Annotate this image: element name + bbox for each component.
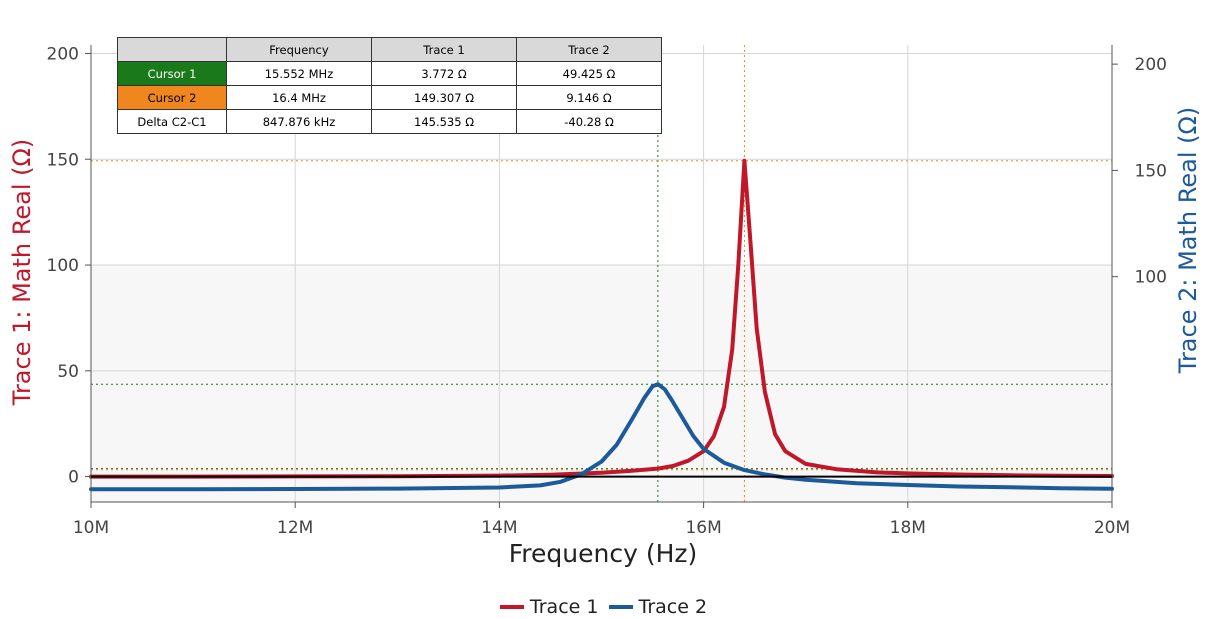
legend-swatch-trace1 xyxy=(499,605,524,609)
cursor-1-trace2: 49.425 Ω xyxy=(516,61,662,86)
cursor-table-row: Cursor 2 16.4 MHz 149.307 Ω 9.146 Ω xyxy=(117,85,662,110)
cursor-table-header-frequency: Frequency xyxy=(226,37,372,62)
tick-labels: 10M 12M 14M 16M 18M 20M 0 50 100 150 200 100 150 200 xyxy=(47,44,1167,538)
y-left-tick-label: 150 xyxy=(47,150,79,170)
legend-item-trace2[interactable]: Trace 2 xyxy=(608,596,708,618)
cursor-2-trace2: 9.146 Ω xyxy=(516,85,662,110)
cursor-1-trace1: 3.772 Ω xyxy=(371,61,517,86)
legend-swatch-trace2 xyxy=(608,605,633,609)
x-tick-label: 18M xyxy=(890,518,926,538)
cursor-table-header-trace1: Trace 1 xyxy=(371,37,517,62)
delta-trace2: -40.28 Ω xyxy=(516,109,662,134)
delta-frequency: 847.876 kHz xyxy=(226,109,372,134)
legend-label-trace1: Trace 1 xyxy=(529,596,599,618)
axes xyxy=(90,45,1113,503)
legend-item-trace1[interactable]: Trace 1 xyxy=(499,596,599,618)
x-tick-label: 10M xyxy=(73,518,109,538)
plot-lower-shade xyxy=(91,265,1112,502)
legend: Trace 1 Trace 2 xyxy=(0,592,1207,618)
cursor-1-label[interactable]: Cursor 1 xyxy=(117,61,227,86)
series-lines xyxy=(89,158,1114,492)
y-right-tick-label: 200 xyxy=(1135,55,1167,75)
x-tick-label: 16M xyxy=(685,518,721,538)
cursor-table-header-blank xyxy=(117,37,227,62)
delta-trace1: 145.535 Ω xyxy=(371,109,517,134)
cursor-table-header-trace2: Trace 2 xyxy=(516,37,662,62)
cursor-2-label[interactable]: Cursor 2 xyxy=(117,85,227,110)
cursor-2-trace1: 149.307 Ω xyxy=(371,85,517,110)
series-line-trace1 xyxy=(89,158,1114,479)
cursor-table-row: Delta C2-C1 847.876 kHz 145.535 Ω -40.28… xyxy=(117,109,662,134)
y-right-tick-label: 150 xyxy=(1135,161,1167,181)
y-left-tick-label: 50 xyxy=(57,362,79,382)
y-left-tick-label: 0 xyxy=(68,468,79,488)
x-tick-label: 20M xyxy=(1094,518,1130,538)
legend-label-trace2: Trace 2 xyxy=(638,596,708,618)
x-tick-label: 12M xyxy=(277,518,313,538)
delta-label: Delta C2-C1 xyxy=(117,109,227,134)
y-axis-right-title: Trace 2: Math Real (Ω) xyxy=(1174,107,1202,374)
cursor-1-frequency: 15.552 MHz xyxy=(226,61,372,86)
cursor-table-row: Cursor 1 15.552 MHz 3.772 Ω 49.425 Ω xyxy=(117,61,662,86)
series-line-trace2 xyxy=(89,382,1114,492)
y-right-tick-label: 100 xyxy=(1135,268,1167,288)
cursor-table-header: Frequency Trace 1 Trace 2 xyxy=(117,37,662,62)
x-axis-title: Frequency (Hz) xyxy=(509,539,698,568)
x-tick-label: 14M xyxy=(481,518,517,538)
y-axis-left-title: Trace 1: Math Real (Ω) xyxy=(8,139,36,406)
cursor-table: Frequency Trace 1 Trace 2 Cursor 1 15.55… xyxy=(117,37,662,134)
cursor-2-frequency: 16.4 MHz xyxy=(226,85,372,110)
y-left-tick-label: 200 xyxy=(47,44,79,64)
y-left-tick-label: 100 xyxy=(47,256,79,276)
